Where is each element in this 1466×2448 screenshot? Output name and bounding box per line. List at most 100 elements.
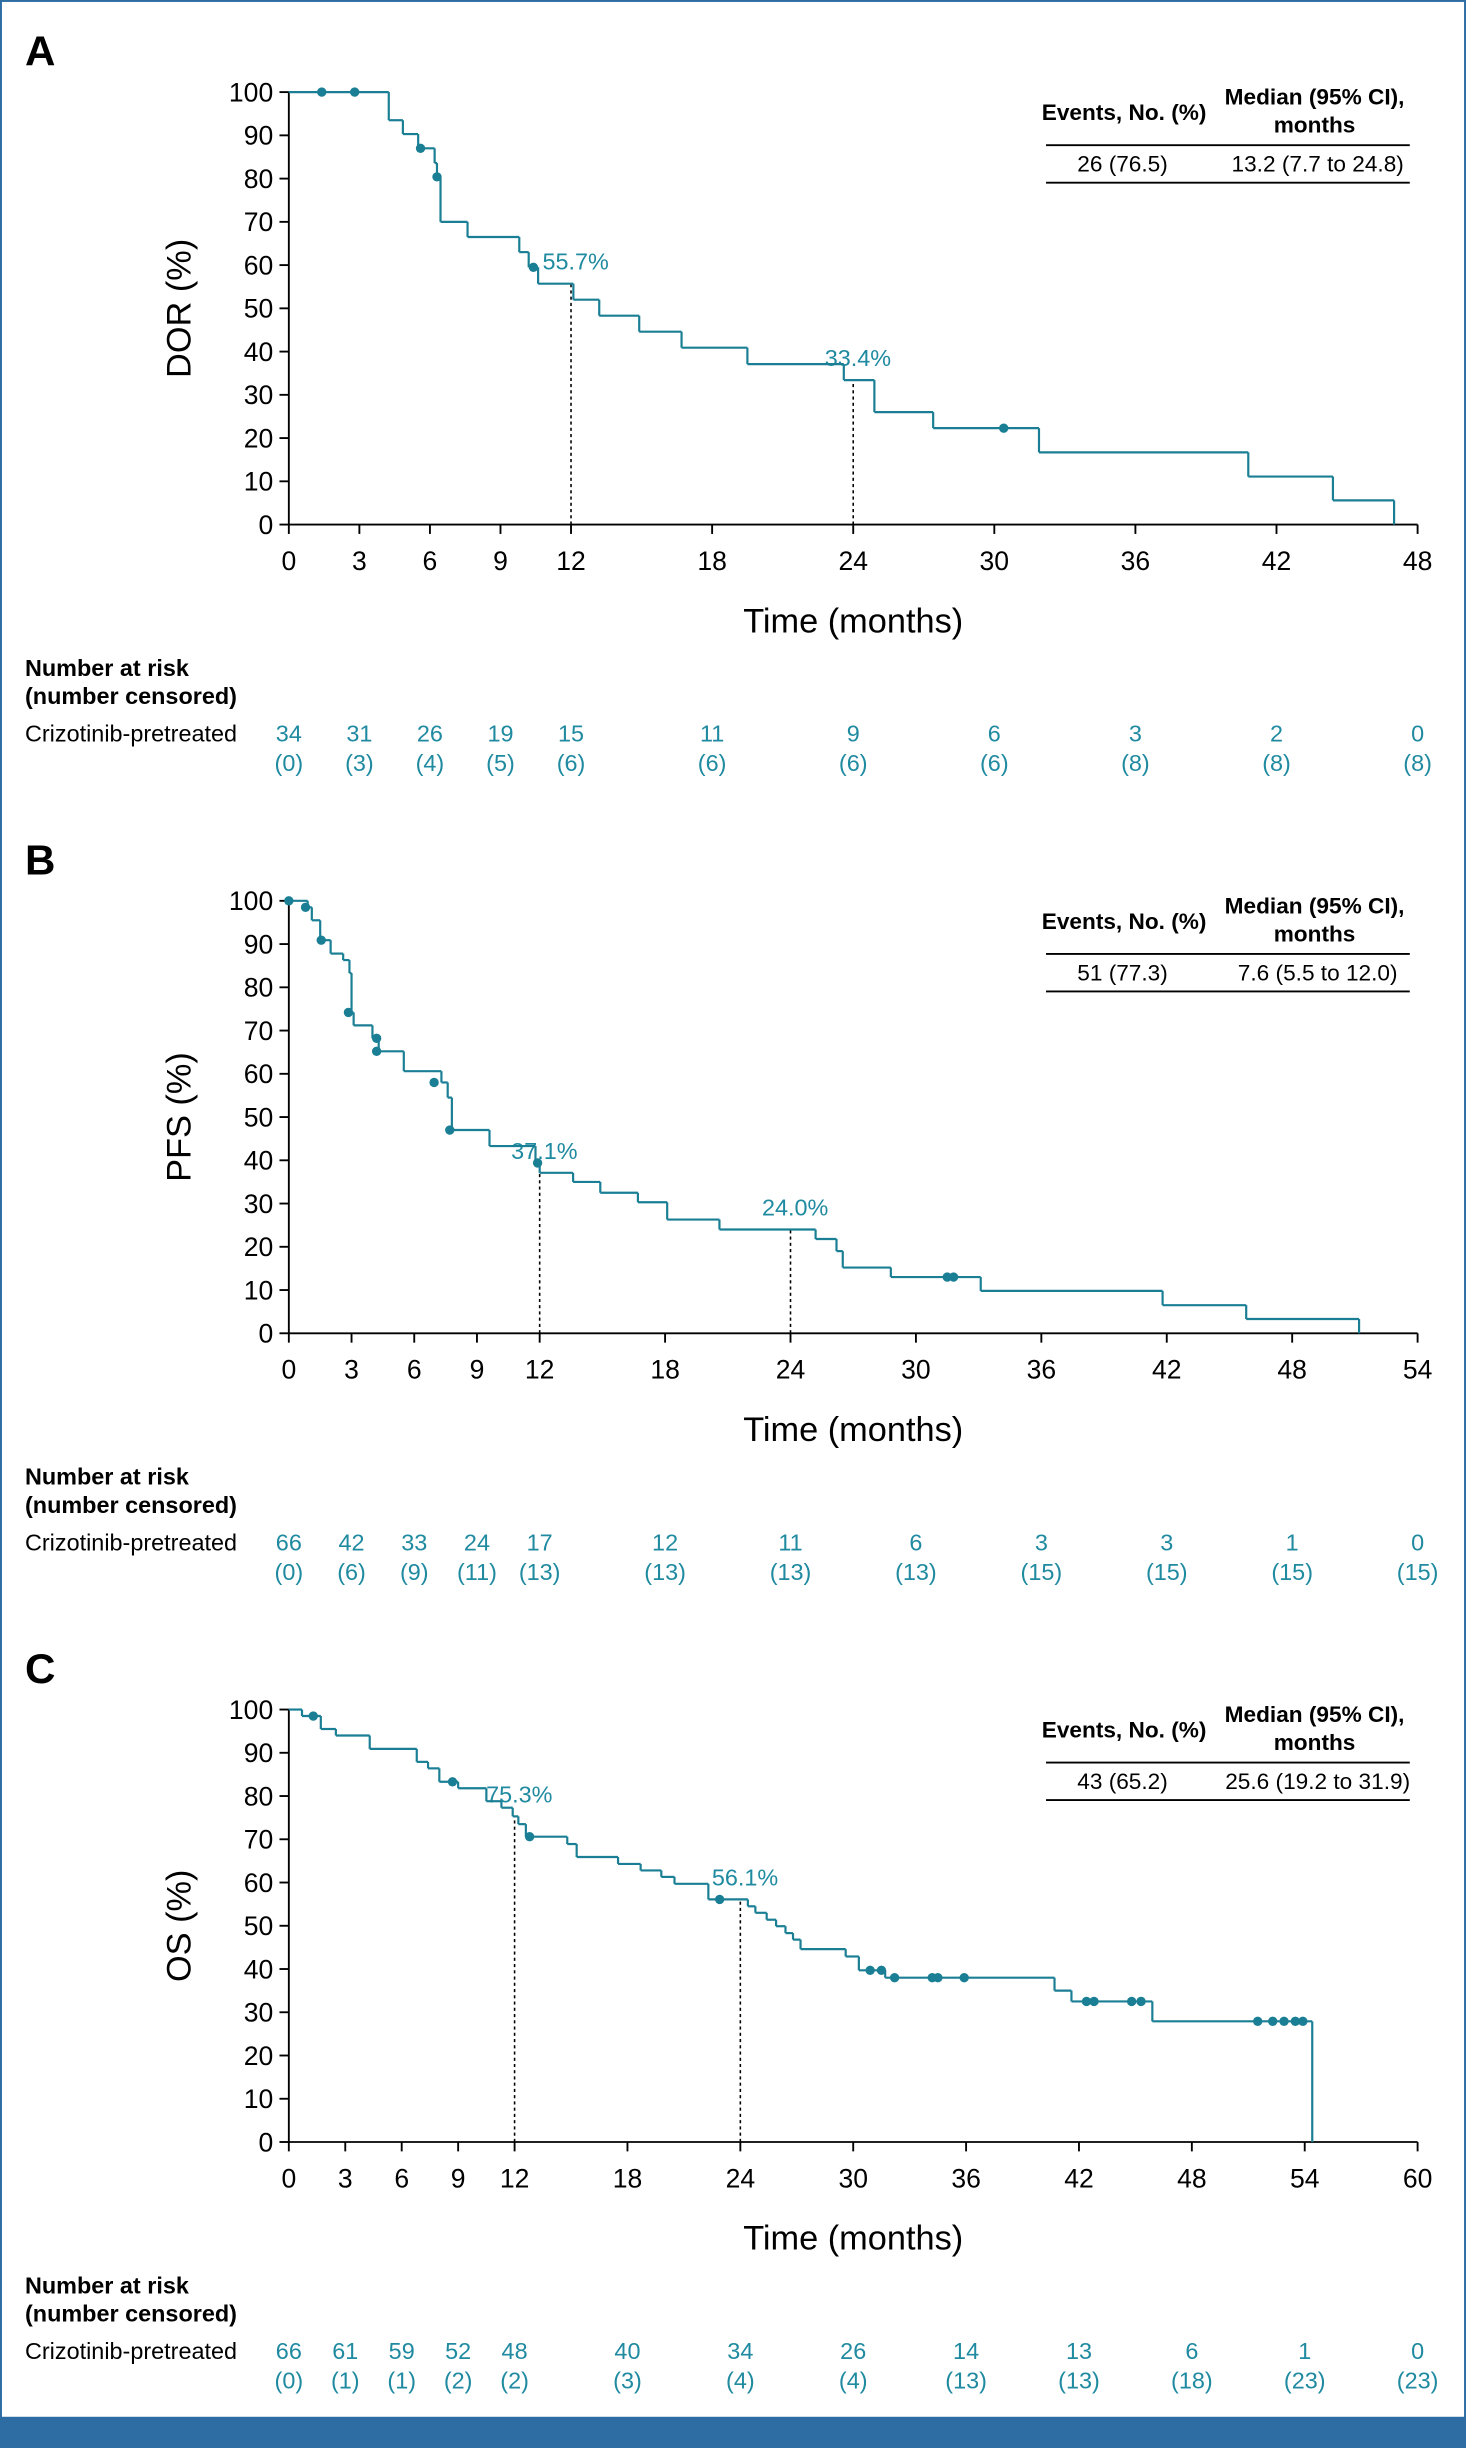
y-tick-label: 40 <box>244 1954 274 1984</box>
median-label: 56.1% <box>712 1864 778 1890</box>
x-tick-label: 0 <box>281 2163 296 2193</box>
censor-mark <box>429 1077 439 1088</box>
x-tick-label: 36 <box>1027 1355 1057 1385</box>
summary-header: months <box>1274 1730 1356 1755</box>
median-label: 24.0% <box>762 1194 828 1220</box>
censor-mark <box>532 1158 543 1168</box>
x-tick-label: 42 <box>1064 2163 1094 2193</box>
y-tick-label: 90 <box>244 121 274 151</box>
x-tick-label: 60 <box>1403 2163 1433 2193</box>
censored-count: (6) <box>839 750 868 776</box>
censored-count: (2) <box>500 2368 529 2394</box>
y-tick-label: 10 <box>244 2084 274 2114</box>
at-risk: 17 <box>527 1529 553 1555</box>
x-tick-label: 6 <box>407 1355 422 1385</box>
y-tick-label: 70 <box>244 207 274 237</box>
censor-mark <box>343 1007 354 1018</box>
censor-mark <box>1279 2016 1289 2027</box>
censored-count: (6) <box>980 750 1009 776</box>
x-tick-label: 36 <box>1121 546 1151 576</box>
summary-value: 51 (77.3) <box>1077 960 1168 985</box>
y-tick-label: 80 <box>244 973 274 1003</box>
x-axis-label: Time (months) <box>743 602 963 640</box>
censored-count: (15) <box>1146 1559 1188 1585</box>
censor-mark <box>300 902 311 912</box>
censor-mark <box>371 1033 382 1044</box>
censor-mark <box>1126 1996 1137 2007</box>
y-axis-label: PFS (%) <box>160 1052 198 1182</box>
panel: COS (%)Time (months)01020304050607080901… <box>25 1645 1438 2394</box>
censored-count: (13) <box>895 1559 937 1585</box>
censored-count: (15) <box>1271 1559 1313 1585</box>
censored-count: (1) <box>387 2368 416 2394</box>
risk-group: Crizotinib-pretreated <box>25 1529 237 1555</box>
x-tick-label: 9 <box>493 546 508 576</box>
at-risk: 0 <box>1411 721 1424 747</box>
censor-mark <box>948 1272 959 1282</box>
at-risk: 19 <box>487 721 513 747</box>
x-tick-label: 54 <box>1290 2163 1320 2193</box>
y-tick-label: 80 <box>244 1781 274 1811</box>
censor-mark <box>933 1972 943 1983</box>
censor-mark <box>317 87 327 97</box>
at-risk: 52 <box>445 2338 471 2364</box>
censor-mark <box>865 1965 875 1975</box>
y-tick-label: 20 <box>244 1232 274 1262</box>
at-risk: 24 <box>464 1529 490 1555</box>
x-tick-label: 3 <box>352 546 367 576</box>
risk-title: Number at risk <box>25 655 190 681</box>
panel-label: A <box>25 28 55 75</box>
censor-mark <box>1290 2016 1300 2027</box>
y-tick-label: 100 <box>229 886 273 916</box>
x-tick-label: 12 <box>500 2163 530 2193</box>
y-tick-label: 20 <box>244 2041 274 2071</box>
censor-mark <box>524 1832 535 1842</box>
y-axis-label: OS (%) <box>160 1870 198 1983</box>
x-axis-label: Time (months) <box>743 2220 963 2258</box>
y-tick-label: 0 <box>258 1319 273 1349</box>
censor-mark <box>999 423 1009 433</box>
censor-mark <box>316 935 326 945</box>
x-tick-label: 24 <box>726 2163 756 2193</box>
censored-count: (23) <box>1284 2368 1326 2394</box>
y-tick-label: 60 <box>244 1059 274 1089</box>
footer-bar <box>0 2416 1466 2448</box>
at-risk: 59 <box>389 2338 415 2364</box>
y-tick-label: 70 <box>244 1016 274 1046</box>
panel-label: C <box>25 1645 55 1692</box>
censor-mark <box>714 1894 725 1905</box>
at-risk: 31 <box>346 721 372 747</box>
at-risk: 9 <box>847 721 860 747</box>
risk-group: Crizotinib-pretreated <box>25 2338 237 2364</box>
x-tick-label: 9 <box>451 2163 466 2193</box>
at-risk: 6 <box>1185 2338 1198 2364</box>
y-tick-label: 50 <box>244 1102 274 1132</box>
at-risk: 1 <box>1286 1529 1299 1555</box>
summary-header: months <box>1274 113 1356 138</box>
x-tick-label: 9 <box>470 1355 485 1385</box>
y-tick-label: 40 <box>244 337 274 367</box>
x-tick-label: 6 <box>423 546 438 576</box>
summary-header: Median (95% CI), <box>1225 1702 1405 1727</box>
censored-count: (8) <box>1121 750 1150 776</box>
censor-mark <box>1298 2016 1308 2027</box>
y-tick-label: 30 <box>244 380 274 410</box>
y-tick-label: 90 <box>244 1738 274 1768</box>
at-risk: 26 <box>840 2338 866 2364</box>
summary-value: 43 (65.2) <box>1077 1769 1168 1794</box>
censor-mark <box>371 1046 382 1057</box>
risk-title: Number at risk <box>25 2272 190 2298</box>
censored-count: (8) <box>1262 750 1291 776</box>
summary-header: Events, No. (%) <box>1042 1718 1207 1743</box>
at-risk: 61 <box>332 2338 358 2364</box>
summary-header: Events, No. (%) <box>1042 100 1207 125</box>
censor-mark <box>1081 1996 1092 2007</box>
summary-value: 25.6 (19.2 to 31.9) <box>1225 1769 1410 1794</box>
at-risk: 33 <box>401 1529 427 1555</box>
censored-count: (0) <box>275 750 304 776</box>
at-risk: 0 <box>1411 2338 1424 2364</box>
x-tick-label: 36 <box>951 2163 981 2193</box>
censored-count: (13) <box>945 2368 987 2394</box>
